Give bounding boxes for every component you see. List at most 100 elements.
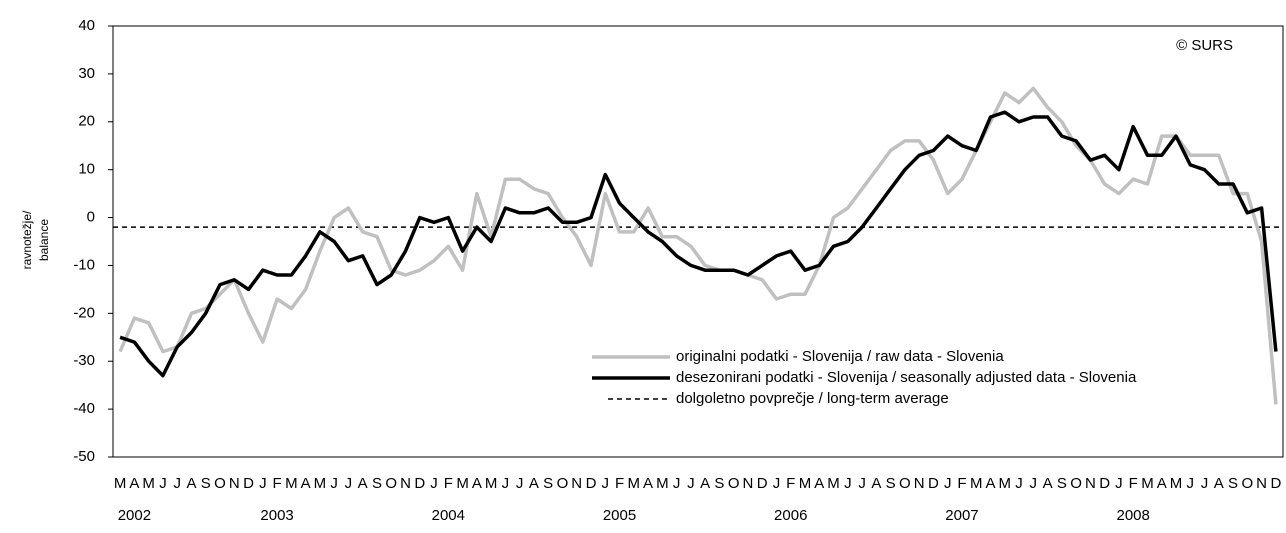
x-tick-label: A (472, 475, 482, 492)
x-tick-label: A (985, 475, 995, 492)
year-label: 2008 (1116, 507, 1149, 524)
x-tick-label: N (400, 475, 411, 492)
x-tick-label: N (229, 475, 240, 492)
x-tick-label: J (159, 475, 167, 492)
x-tick-label: M (999, 475, 1012, 492)
y-tick-label: 10 (78, 161, 95, 178)
x-tick-label: J (858, 475, 866, 492)
year-label: 2007 (945, 507, 978, 524)
x-tick-label: J (1201, 475, 1209, 492)
x-tick-label: F (444, 475, 453, 492)
x-tick-label: F (615, 475, 624, 492)
x-tick-label: S (1057, 475, 1067, 492)
x-tick-label: A (871, 475, 881, 492)
legend-label: dolgoletno povprečje / long-term average (676, 390, 949, 407)
y-tick-label: 30 (78, 65, 95, 82)
x-tick-label: M (970, 475, 983, 492)
x-tick-label: M (827, 475, 840, 492)
x-tick-label: F (1129, 475, 1138, 492)
x-tick-label: D (1099, 475, 1110, 492)
x-tick-label: F (786, 475, 795, 492)
x-tick-label: D (243, 475, 254, 492)
x-tick-label: J (773, 475, 781, 492)
x-tick-label: J (173, 475, 181, 492)
year-label: 2004 (432, 507, 465, 524)
plot-frame (112, 25, 1284, 458)
x-tick-label: S (714, 475, 724, 492)
x-tick-label: J (430, 475, 438, 492)
y-axis-label: balance (37, 219, 51, 261)
x-tick-label: F (957, 475, 966, 492)
x-tick-label: D (928, 475, 939, 492)
y-tick-label: 40 (78, 17, 95, 34)
y-tick-label: -30 (73, 352, 95, 369)
data-line (119, 110, 1278, 378)
x-tick-label: J (330, 475, 338, 492)
x-tick-label: N (743, 475, 754, 492)
x-tick-label: N (1085, 475, 1096, 492)
x-tick-label: A (129, 475, 139, 492)
x-tick-label: M (456, 475, 469, 492)
x-tick-label: J (345, 475, 353, 492)
x-tick-label: O (214, 475, 226, 492)
x-tick-label: M (1141, 475, 1154, 492)
x-tick-label: J (602, 475, 610, 492)
y-axis-label: ravnotežje/ (20, 210, 34, 269)
x-tick-label: J (844, 475, 852, 492)
x-tick-label: A (358, 475, 368, 492)
x-tick-label: A (814, 475, 824, 492)
x-tick-label: J (944, 475, 952, 492)
x-tick-label: S (1228, 475, 1238, 492)
x-tick-label: J (1015, 475, 1023, 492)
y-tick-label: -10 (73, 256, 95, 273)
year-label: 2006 (774, 507, 807, 524)
x-tick-label: N (571, 475, 582, 492)
annotation: © SURS (1176, 37, 1233, 54)
x-tick-label: D (1270, 475, 1281, 492)
legend-label: originalni podatki - Slovenija / raw dat… (676, 348, 1004, 365)
y-tick-label: 20 (78, 113, 95, 130)
year-label: 2002 (118, 507, 151, 524)
x-tick-label: S (886, 475, 896, 492)
x-tick-label: N (1256, 475, 1267, 492)
x-tick-label: A (643, 475, 653, 492)
x-tick-label: O (899, 475, 911, 492)
x-tick-label: M (285, 475, 298, 492)
x-tick-label: M (485, 475, 498, 492)
x-tick-label: O (385, 475, 397, 492)
x-tick-label: O (1070, 475, 1082, 492)
x-tick-label: M (1170, 475, 1183, 492)
x-tick-label: J (259, 475, 267, 492)
y-tick-label: -50 (73, 448, 95, 465)
x-tick-label: J (516, 475, 524, 492)
x-tick-label: M (656, 475, 669, 492)
x-tick-label: D (586, 475, 597, 492)
year-label: 2005 (603, 507, 636, 524)
x-tick-label: M (114, 475, 127, 492)
x-tick-label: M (142, 475, 155, 492)
x-tick-label: M (628, 475, 641, 492)
x-tick-label: J (687, 475, 695, 492)
x-tick-label: D (414, 475, 425, 492)
x-tick-label: S (543, 475, 553, 492)
y-tick-label: -40 (73, 400, 95, 417)
y-tick-label: -20 (73, 304, 95, 321)
x-tick-label: A (1157, 475, 1167, 492)
x-tick-label: A (1214, 475, 1224, 492)
x-tick-label: F (272, 475, 281, 492)
x-tick-label: J (1030, 475, 1038, 492)
x-tick-label: O (1241, 475, 1253, 492)
x-tick-label: J (1187, 475, 1195, 492)
y-tick-label: 0 (87, 209, 95, 226)
legend-label: desezonirani podatki - Slovenija / seaso… (676, 369, 1137, 386)
x-tick-label: A (700, 475, 710, 492)
x-tick-label: M (314, 475, 327, 492)
x-tick-label: O (728, 475, 740, 492)
year-label: 2003 (260, 507, 293, 524)
x-tick-label: J (502, 475, 510, 492)
x-tick-label: S (201, 475, 211, 492)
x-tick-label: O (557, 475, 569, 492)
x-tick-label: N (914, 475, 925, 492)
x-tick-label: A (529, 475, 539, 492)
